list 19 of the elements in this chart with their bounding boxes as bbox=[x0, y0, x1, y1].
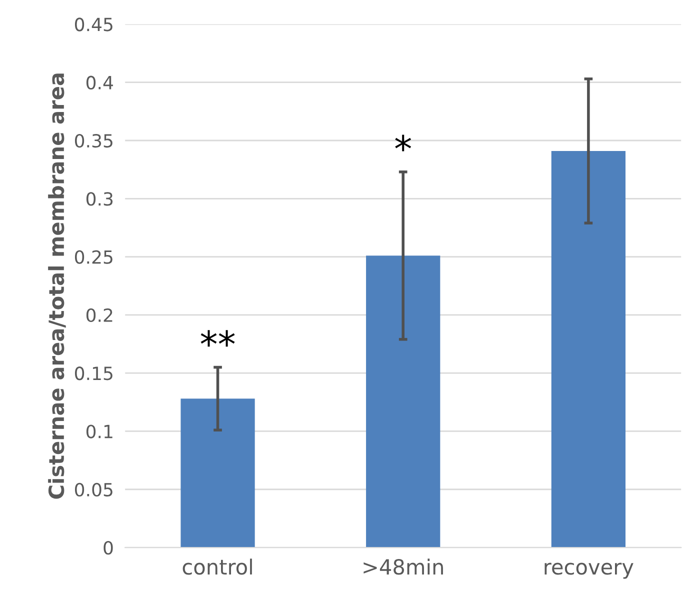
y-tick-label: 0.15 bbox=[74, 366, 112, 380]
annotation: * bbox=[395, 134, 412, 152]
annotation: ** bbox=[200, 330, 235, 347]
y-tick-label: 0.05 bbox=[74, 482, 112, 496]
y-tick-label: 0.2 bbox=[86, 308, 112, 322]
y-tick-label: 0.4 bbox=[86, 76, 113, 90]
y-tick-label: 0.45 bbox=[74, 18, 112, 32]
y-tick-label: 0.3 bbox=[86, 192, 113, 206]
bar bbox=[180, 398, 255, 548]
y-axis-title: Cisternae area/total membrane area bbox=[48, 74, 66, 499]
y-tick-label: 0 bbox=[104, 540, 113, 555]
x-tick-label: >48min bbox=[364, 558, 443, 575]
y-tick-label: 0.25 bbox=[74, 250, 112, 264]
y-tick-label: 0.35 bbox=[74, 134, 112, 148]
bar bbox=[551, 150, 626, 548]
x-tick-label: control bbox=[182, 558, 252, 575]
x-tick-label: recovery bbox=[544, 562, 634, 579]
bar bbox=[366, 256, 440, 548]
y-tick-label: 0.1 bbox=[86, 424, 112, 438]
